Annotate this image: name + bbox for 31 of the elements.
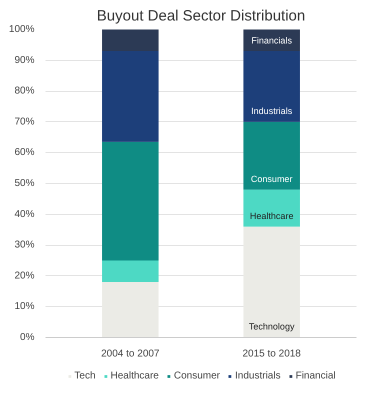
x-tick-label: 2004 to 2007 xyxy=(101,348,160,360)
y-tick-label: 30% xyxy=(14,240,35,251)
legend-label: Consumer xyxy=(174,370,220,382)
y-tick-label: 70% xyxy=(14,116,35,128)
bar xyxy=(243,122,300,190)
y-tick-label: 0% xyxy=(20,332,35,343)
annotation: Consumer xyxy=(250,174,292,184)
y-tick-label: 90% xyxy=(14,54,35,66)
annotation: Financials xyxy=(251,35,292,46)
legend-label: Healthcare xyxy=(110,370,159,382)
y-tick-label: 60% xyxy=(14,147,35,158)
y-tick-label: 50% xyxy=(14,178,35,189)
bar xyxy=(243,51,300,122)
annotation: Healthcare xyxy=(250,210,294,221)
legend-label: Industrials xyxy=(235,370,281,382)
y-tick-label: 80% xyxy=(14,86,35,97)
bar xyxy=(243,190,300,227)
bar xyxy=(102,260,159,282)
y-tick-label: 40% xyxy=(14,208,35,220)
annotation: Technology xyxy=(248,322,295,332)
y-tick-label: 20% xyxy=(14,270,35,282)
legend-label: Tech xyxy=(74,370,96,382)
annotation: Industrials xyxy=(251,106,293,116)
chart-title: Buyout Deal Sector Distribution xyxy=(96,8,306,24)
bar xyxy=(102,51,159,142)
legend-label: Financial xyxy=(296,370,336,382)
bar xyxy=(102,30,159,52)
x-tick-label: 2015 to 2018 xyxy=(242,348,302,360)
y-tick-label: 10% xyxy=(14,301,35,312)
bar xyxy=(102,142,159,260)
y-tick-label: 100% xyxy=(8,24,35,35)
